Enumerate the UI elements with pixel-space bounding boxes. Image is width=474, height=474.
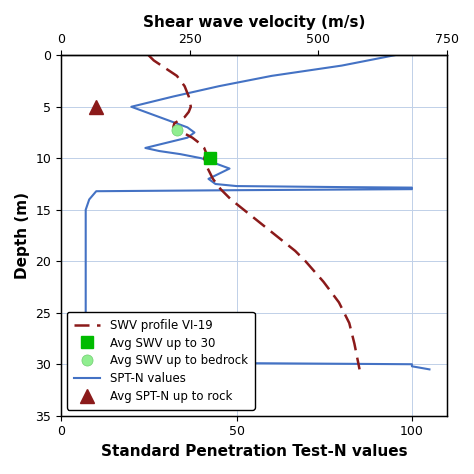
SWV profile VI-19: [201, 155, 207, 161]
SPT-N values: [143, 109, 148, 115]
SPT-N values: [409, 185, 415, 191]
Legend: SWV profile VI-19, Avg SWV up to 30, Avg SWV up to bedrock, SPT-N values, Avg SP: SWV profile VI-19, Avg SWV up to 30, Avg…: [67, 312, 255, 410]
SPT-N values: [83, 207, 89, 213]
SWV profile VI-19: [172, 120, 177, 126]
SPT-N values: [339, 184, 345, 190]
SWV profile VI-19: [151, 57, 156, 63]
SWV profile VI-19: [346, 320, 352, 326]
SWV profile VI-19: [357, 366, 363, 372]
Line: SPT-N values: SPT-N values: [86, 55, 429, 369]
SPT-N values: [86, 197, 92, 202]
X-axis label: Shear wave velocity (m/s): Shear wave velocity (m/s): [143, 15, 365, 30]
SWV profile VI-19: [174, 73, 180, 79]
SPT-N values: [269, 73, 274, 79]
SWV profile VI-19: [210, 176, 216, 182]
SPT-N values: [392, 53, 397, 58]
SPT-N values: [409, 186, 415, 192]
SPT-N values: [83, 310, 89, 316]
SWV profile VI-19: [203, 150, 209, 156]
SWV profile VI-19: [356, 361, 361, 367]
SWV profile VI-19: [336, 300, 342, 305]
SPT-N values: [178, 151, 183, 157]
SWV profile VI-19: [352, 341, 357, 346]
SPT-N values: [171, 94, 176, 100]
X-axis label: Standard Penetration Test-N values: Standard Penetration Test-N values: [101, 444, 407, 459]
SWV profile VI-19: [303, 258, 309, 264]
SWV profile VI-19: [171, 125, 176, 130]
SWV profile VI-19: [182, 114, 188, 120]
SWV profile VI-19: [159, 63, 164, 68]
SPT-N values: [184, 125, 190, 130]
SPT-N values: [171, 119, 176, 125]
SWV profile VI-19: [228, 197, 234, 202]
SWV profile VI-19: [218, 186, 223, 192]
SPT-N values: [164, 140, 169, 146]
SPT-N values: [93, 188, 99, 194]
SPT-N values: [409, 364, 415, 369]
SWV profile VI-19: [177, 117, 182, 123]
Y-axis label: Depth (m): Depth (m): [15, 192, 30, 279]
SWV profile VI-19: [182, 131, 188, 137]
SPT-N values: [216, 83, 222, 89]
SPT-N values: [234, 183, 239, 189]
SWV profile VI-19: [186, 109, 191, 115]
SWV profile VI-19: [205, 166, 210, 172]
Line: SWV profile VI-19: SWV profile VI-19: [149, 55, 360, 369]
SPT-N values: [191, 130, 197, 136]
SWV profile VI-19: [280, 238, 285, 244]
SWV profile VI-19: [254, 217, 259, 223]
SWV profile VI-19: [186, 94, 191, 100]
SPT-N values: [143, 145, 148, 151]
SPT-N values: [339, 63, 345, 68]
SPT-N values: [427, 366, 432, 372]
SPT-N values: [86, 359, 92, 365]
SPT-N values: [184, 135, 190, 140]
SPT-N values: [199, 155, 204, 161]
SWV profile VI-19: [146, 53, 152, 58]
SWV profile VI-19: [292, 248, 298, 254]
SPT-N values: [83, 258, 89, 264]
SPT-N values: [83, 356, 89, 362]
SPT-N values: [206, 176, 211, 182]
SWV profile VI-19: [201, 145, 207, 151]
SPT-N values: [156, 148, 162, 154]
SWV profile VI-19: [188, 104, 194, 109]
SWV profile VI-19: [267, 228, 273, 233]
SWV profile VI-19: [241, 207, 246, 213]
SPT-N values: [156, 114, 162, 120]
SWV profile VI-19: [190, 135, 195, 140]
SWV profile VI-19: [166, 68, 172, 73]
SWV profile VI-19: [321, 279, 327, 285]
SPT-N values: [234, 187, 239, 193]
SPT-N values: [128, 104, 134, 109]
SWV profile VI-19: [174, 128, 180, 133]
SWV profile VI-19: [196, 140, 202, 146]
SPT-N values: [409, 361, 415, 367]
SPT-N values: [213, 181, 219, 187]
SPT-N values: [227, 166, 232, 172]
SPT-N values: [216, 171, 222, 176]
SWV profile VI-19: [182, 83, 188, 89]
